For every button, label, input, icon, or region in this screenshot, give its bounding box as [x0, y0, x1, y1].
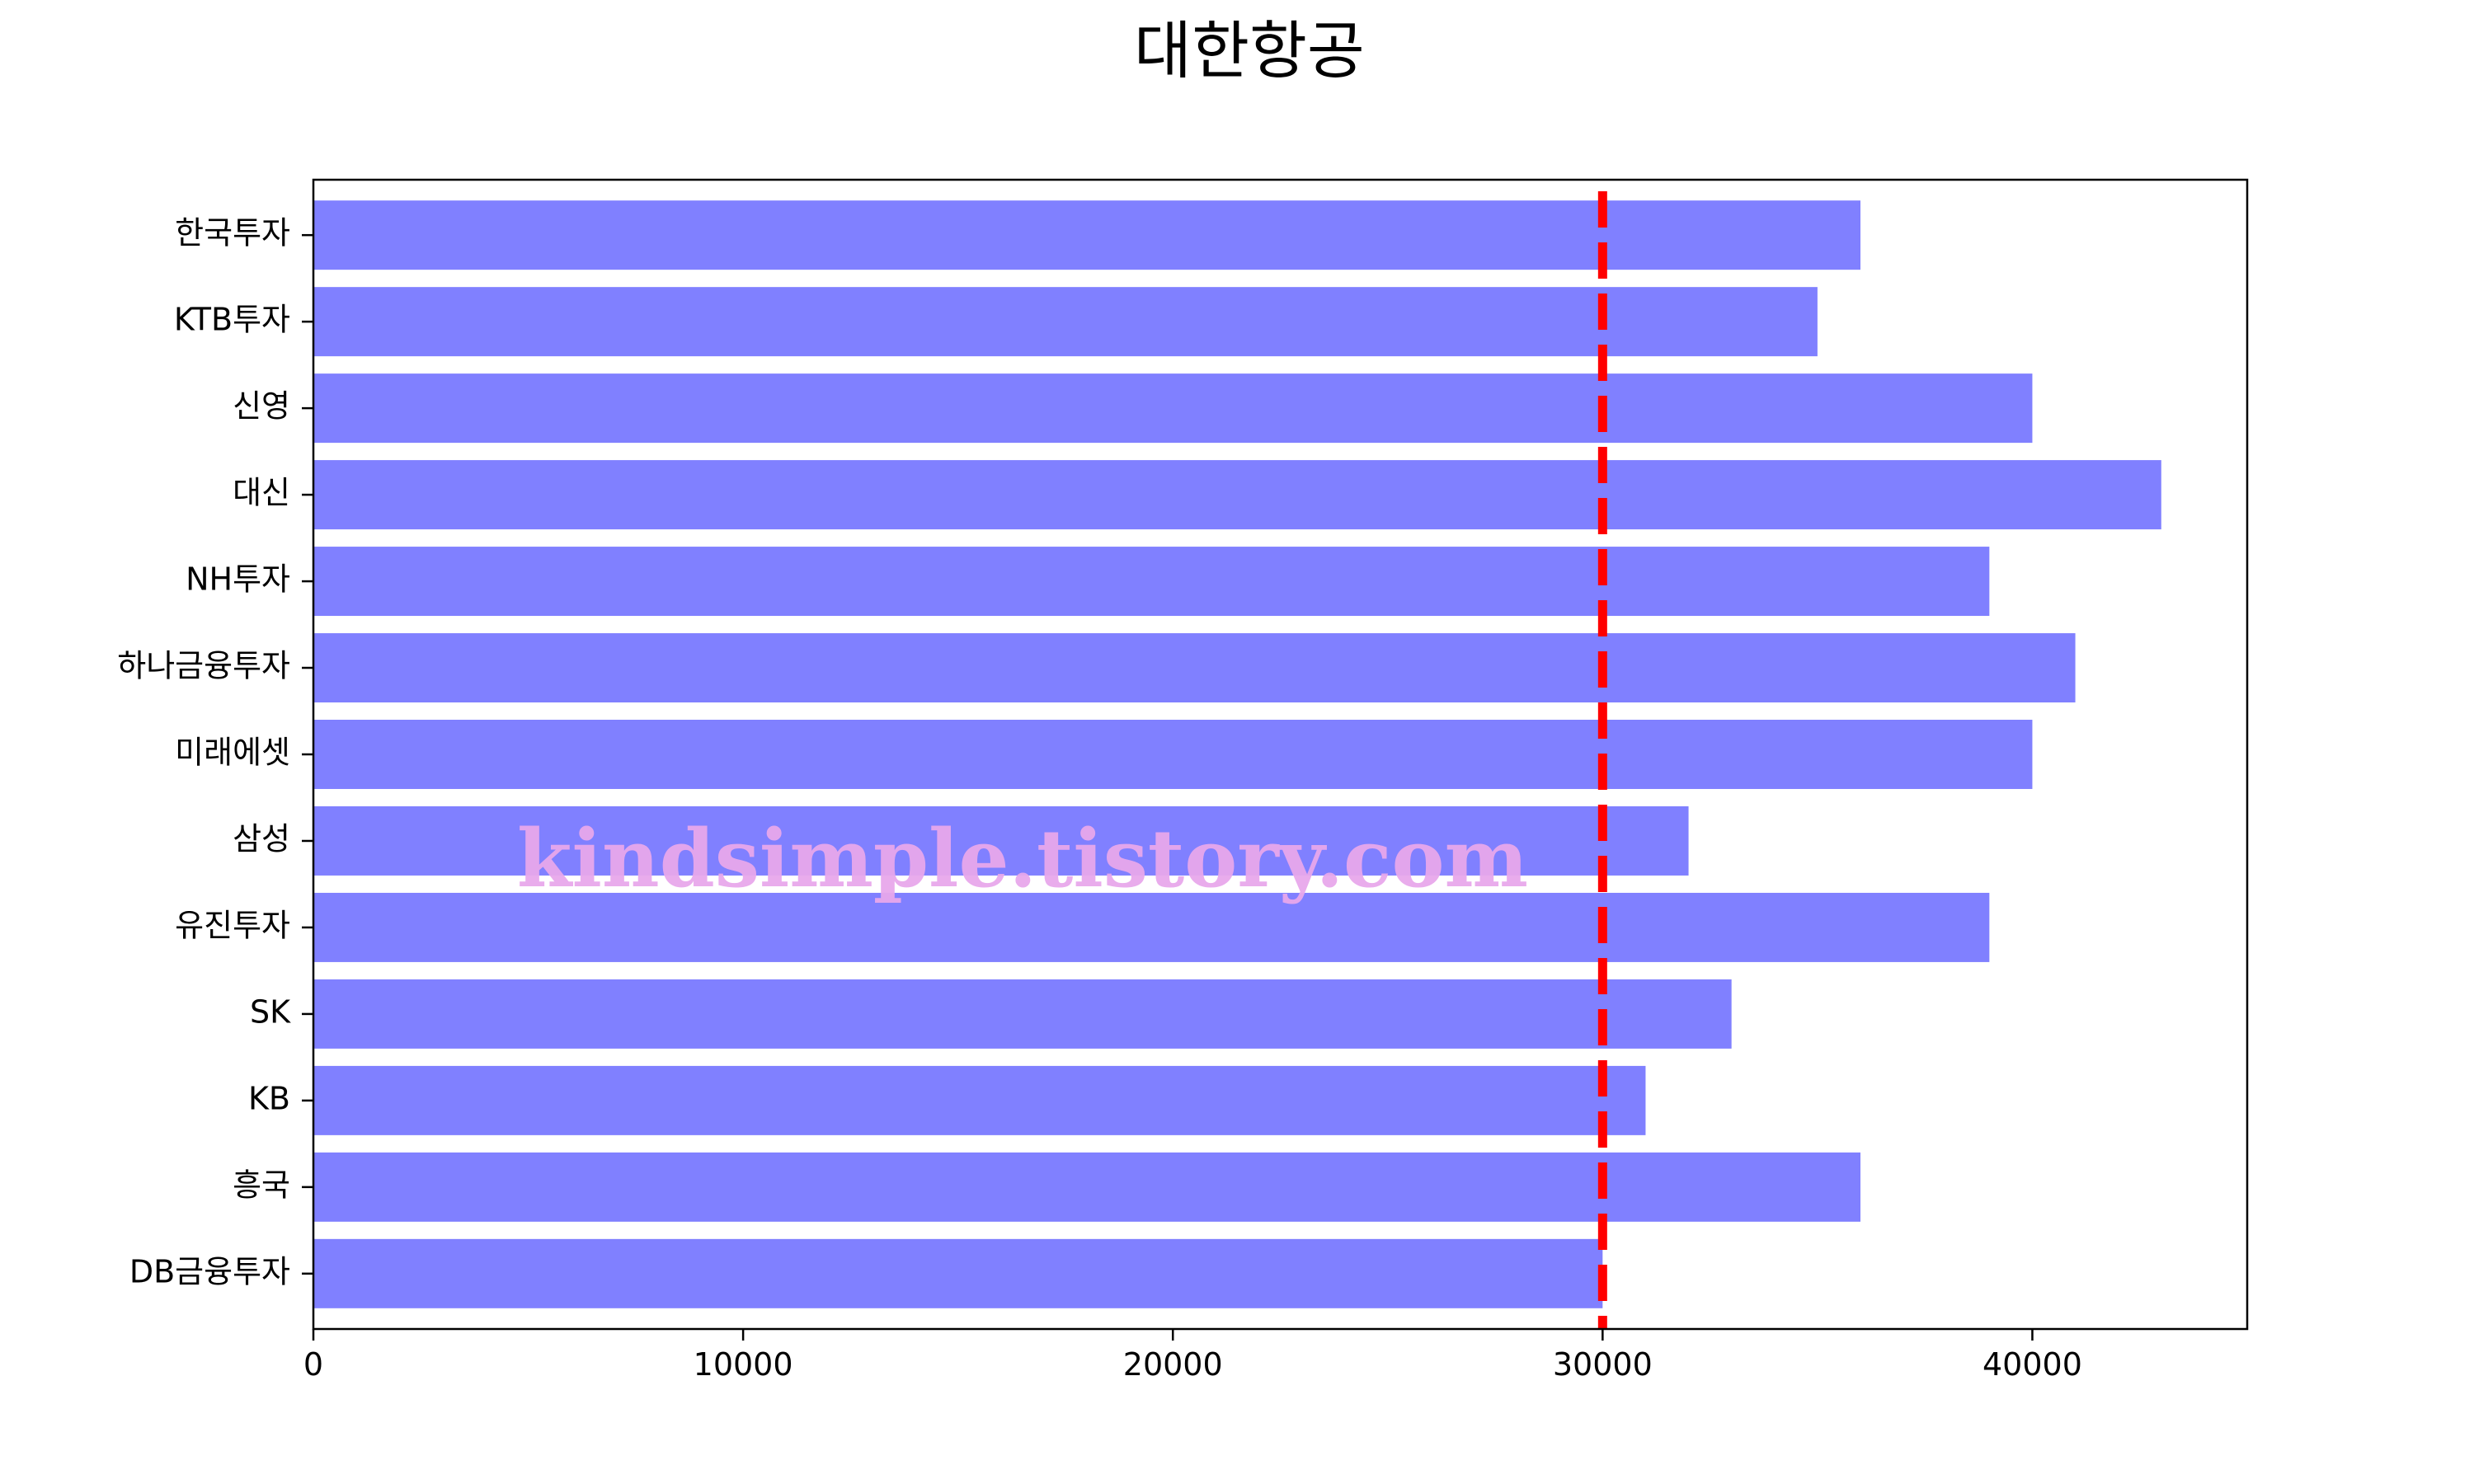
- plot-frame: [312, 178, 2249, 1331]
- bar-9: [313, 979, 1732, 1049]
- bar-0: [313, 200, 1860, 270]
- y-tick-label: 대신: [233, 475, 290, 511]
- bars-layer: [313, 200, 2161, 1308]
- y-tick-label: NH투자: [186, 561, 290, 598]
- x-tick-label: 0: [303, 1346, 323, 1383]
- bar-4: [313, 547, 1990, 617]
- x-axis-ticks: 0 10000 20000 30000 40000: [303, 1329, 2082, 1383]
- y-tick-label: DB금융투자: [129, 1253, 290, 1289]
- bar-8: [313, 892, 1990, 962]
- y-tick-label: 신영: [233, 388, 290, 425]
- watermark-text: kindsimple.tistory.com: [517, 812, 1528, 905]
- bar-12: [313, 1238, 1603, 1308]
- bar-2: [313, 373, 2033, 444]
- bar-5: [313, 633, 2076, 703]
- y-tick-label: 하나금융투자: [117, 648, 290, 684]
- bar-10: [313, 1065, 1646, 1135]
- bar-1: [313, 287, 1818, 357]
- x-tick-label: 40000: [1982, 1346, 2082, 1383]
- y-tick-label: 삼성: [233, 820, 290, 857]
- y-tick-label: 미래에셋: [175, 735, 290, 771]
- bar-7: [313, 805, 1689, 876]
- y-tick-label: SK: [250, 993, 291, 1030]
- y-tick-label: 한국투자: [175, 215, 290, 251]
- chart-title: 대한항공: [1134, 14, 1365, 87]
- y-tick-label: 유진투자: [175, 907, 290, 943]
- y-tick-label: KB: [248, 1080, 290, 1116]
- bar-11: [313, 1152, 1860, 1222]
- y-tick-label: KTB투자: [174, 302, 290, 338]
- y-tick-label: 흥국: [233, 1167, 290, 1203]
- bar-3: [313, 460, 2161, 530]
- x-tick-label: 10000: [694, 1346, 793, 1383]
- bar-6: [313, 720, 2033, 789]
- x-tick-label: 30000: [1553, 1346, 1653, 1383]
- x-tick-label: 20000: [1123, 1346, 1223, 1383]
